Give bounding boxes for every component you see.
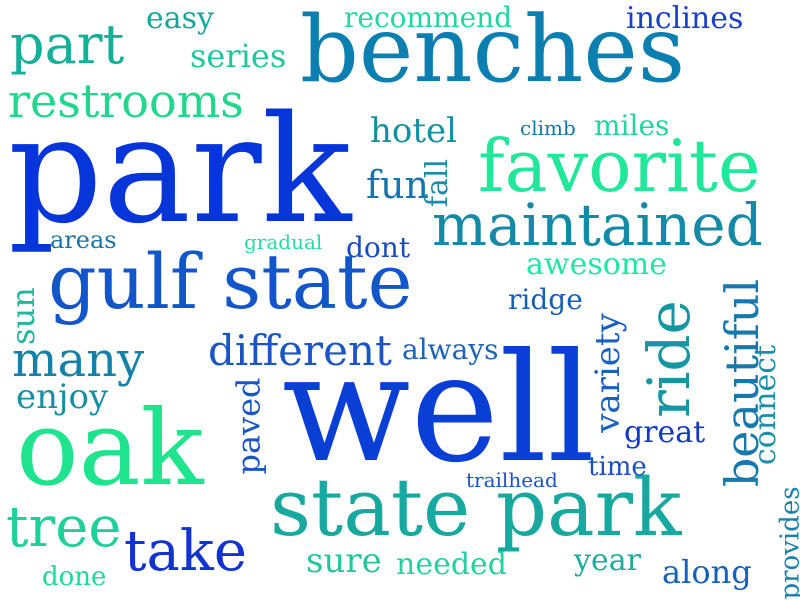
word-state-park: state park: [270, 468, 681, 548]
word-part: part: [10, 18, 124, 72]
word-oak-text: oak: [16, 387, 204, 509]
word-dont: dont: [346, 234, 410, 262]
word-climb: climb: [520, 118, 576, 138]
word-fall: fall: [420, 158, 456, 208]
word-inclines-text: inclines: [626, 1, 744, 36]
word-paved-text: paved: [229, 377, 268, 475]
word-year: year: [574, 546, 641, 576]
word-different: different: [208, 330, 392, 372]
word-enjoy-text: enjoy: [16, 377, 109, 417]
word-gulf-state-text: gulf state: [48, 237, 413, 326]
word-paved: paved: [229, 377, 268, 475]
word-time-text: time: [588, 452, 647, 482]
word-done: done: [42, 564, 106, 590]
word-areas-text: areas: [50, 226, 117, 254]
word-favorite-text: favorite: [478, 124, 761, 208]
word-fun: fun: [366, 166, 429, 204]
word-inclines: inclines: [626, 4, 743, 34]
word-many: many: [12, 336, 144, 384]
word-sure-text: sure: [306, 541, 382, 581]
word-always-text: always: [402, 333, 499, 366]
word-hotel-text: hotel: [370, 111, 458, 151]
word-climb-text: climb: [520, 116, 576, 140]
word-state-park-text: state park: [270, 461, 682, 554]
word-benches-text: benches: [300, 0, 686, 103]
word-ridge-text: ridge: [508, 283, 583, 316]
word-connect-text: connect: [748, 344, 784, 466]
word-part-text: part: [10, 13, 125, 76]
word-take-text: take: [124, 519, 247, 584]
word-miles-text: miles: [594, 109, 670, 142]
word-enjoy: enjoy: [16, 380, 108, 414]
word-park-text: park: [8, 84, 352, 256]
word-variety: variety: [587, 313, 628, 433]
word-tree: tree: [6, 500, 122, 556]
word-fun-text: fun: [366, 163, 430, 207]
word-maintained: maintained: [432, 196, 763, 254]
word-needed-text: needed: [396, 547, 507, 582]
word-needed: needed: [396, 550, 507, 580]
word-along: along: [662, 556, 752, 588]
word-great: great: [624, 418, 705, 448]
word-provides: provides: [775, 486, 800, 600]
word-benches: benches: [300, 4, 685, 96]
word-ride: ride: [635, 300, 703, 418]
word-great-text: great: [624, 415, 706, 450]
word-take: take: [124, 524, 247, 580]
word-hotel: hotel: [370, 114, 457, 148]
word-connect: connect: [748, 344, 784, 466]
word-year-text: year: [574, 543, 641, 578]
word-trailhead-text: trailhead: [466, 468, 558, 492]
word-miles: miles: [594, 112, 669, 140]
word-recommend-text: recommend: [344, 1, 513, 34]
word-restrooms: restrooms: [8, 78, 244, 124]
word-variety-text: variety: [587, 313, 628, 433]
word-awesome: awesome: [526, 250, 667, 280]
word-awesome-text: awesome: [526, 247, 667, 282]
word-gradual: gradual: [244, 232, 322, 252]
word-along-text: along: [662, 553, 752, 591]
word-series-text: series: [190, 37, 287, 75]
word-ride-text: ride: [634, 300, 703, 418]
word-gulf-state: gulf state: [48, 244, 413, 320]
word-favorite: favorite: [478, 130, 761, 202]
word-tree-text: tree: [6, 495, 122, 560]
word-recommend: recommend: [344, 4, 512, 32]
word-many-text: many: [12, 332, 145, 388]
word-well-text: well: [282, 322, 596, 496]
word-provides-text: provides: [775, 486, 800, 600]
word-easy-text: easy: [146, 1, 214, 36]
word-time: time: [588, 454, 647, 480]
word-oak: oak: [16, 396, 204, 500]
word-different-text: different: [208, 326, 392, 375]
word-maintained-text: maintained: [432, 191, 763, 259]
word-easy: easy: [146, 4, 214, 34]
word-fall-text: fall: [420, 158, 456, 208]
word-series: series: [190, 40, 286, 72]
word-always: always: [402, 336, 499, 364]
word-sure: sure: [306, 544, 382, 578]
word-ridge: ridge: [508, 286, 583, 314]
word-trailhead: trailhead: [466, 470, 558, 490]
word-restrooms-text: restrooms: [8, 74, 244, 128]
word-dont-text: dont: [346, 231, 411, 264]
word-park: park: [8, 96, 351, 244]
word-well: well: [282, 334, 595, 484]
word-gradual-text: gradual: [244, 230, 323, 254]
word-done-text: done: [42, 562, 107, 592]
word-areas: areas: [50, 228, 117, 252]
